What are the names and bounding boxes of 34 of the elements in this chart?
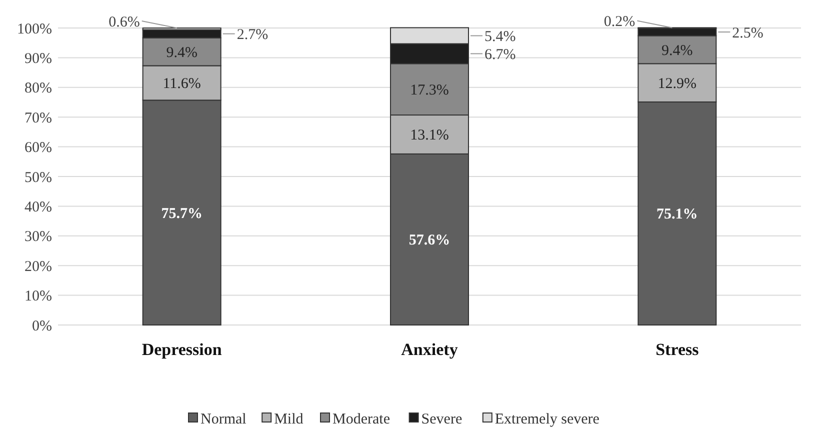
data-label: 5.4%: [484, 28, 516, 45]
y-tick-label: 30%: [24, 229, 52, 246]
data-label: 9.4%: [166, 45, 198, 62]
legend-label: Severe: [421, 411, 462, 428]
y-tick-label: 40%: [24, 199, 52, 216]
data-label: 0.6%: [108, 14, 140, 30]
data-label: 2.5%: [732, 25, 764, 42]
data-label: 11.6%: [162, 76, 201, 92]
y-tick-label: 50%: [24, 170, 52, 186]
data-label: 6.7%: [484, 46, 516, 63]
y-tick-label: 100%: [17, 21, 52, 38]
y-tick-label: 20%: [24, 258, 52, 275]
y-tick-label: 0%: [32, 318, 52, 334]
legend-label: Moderate: [332, 411, 390, 428]
data-label: 57.6%: [408, 232, 450, 249]
y-tick-label: 60%: [24, 140, 52, 156]
data-label: 17.3%: [410, 82, 449, 99]
legend-label: Mild: [274, 411, 304, 428]
legend-label: Extremely severe: [494, 411, 600, 428]
x-tick-label: Stress: [656, 340, 700, 359]
y-tick-label: 80%: [24, 80, 52, 97]
legend-label: Normal: [200, 411, 246, 428]
x-tick-label: Anxiety: [401, 340, 458, 359]
y-tick-label: 10%: [24, 288, 52, 305]
data-label: 75.1%: [656, 206, 698, 223]
data-label: 9.4%: [662, 42, 693, 59]
data-label: 2.7%: [236, 27, 268, 44]
y-tick-label: 70%: [24, 110, 52, 126]
data-label: 12.9%: [658, 76, 697, 92]
data-label: 0.2%: [604, 14, 636, 30]
x-tick-label: Depression: [142, 340, 222, 359]
data-label: 13.1%: [410, 128, 449, 144]
data-label: 75.7%: [161, 206, 202, 222]
y-tick-label: 90%: [24, 50, 52, 67]
